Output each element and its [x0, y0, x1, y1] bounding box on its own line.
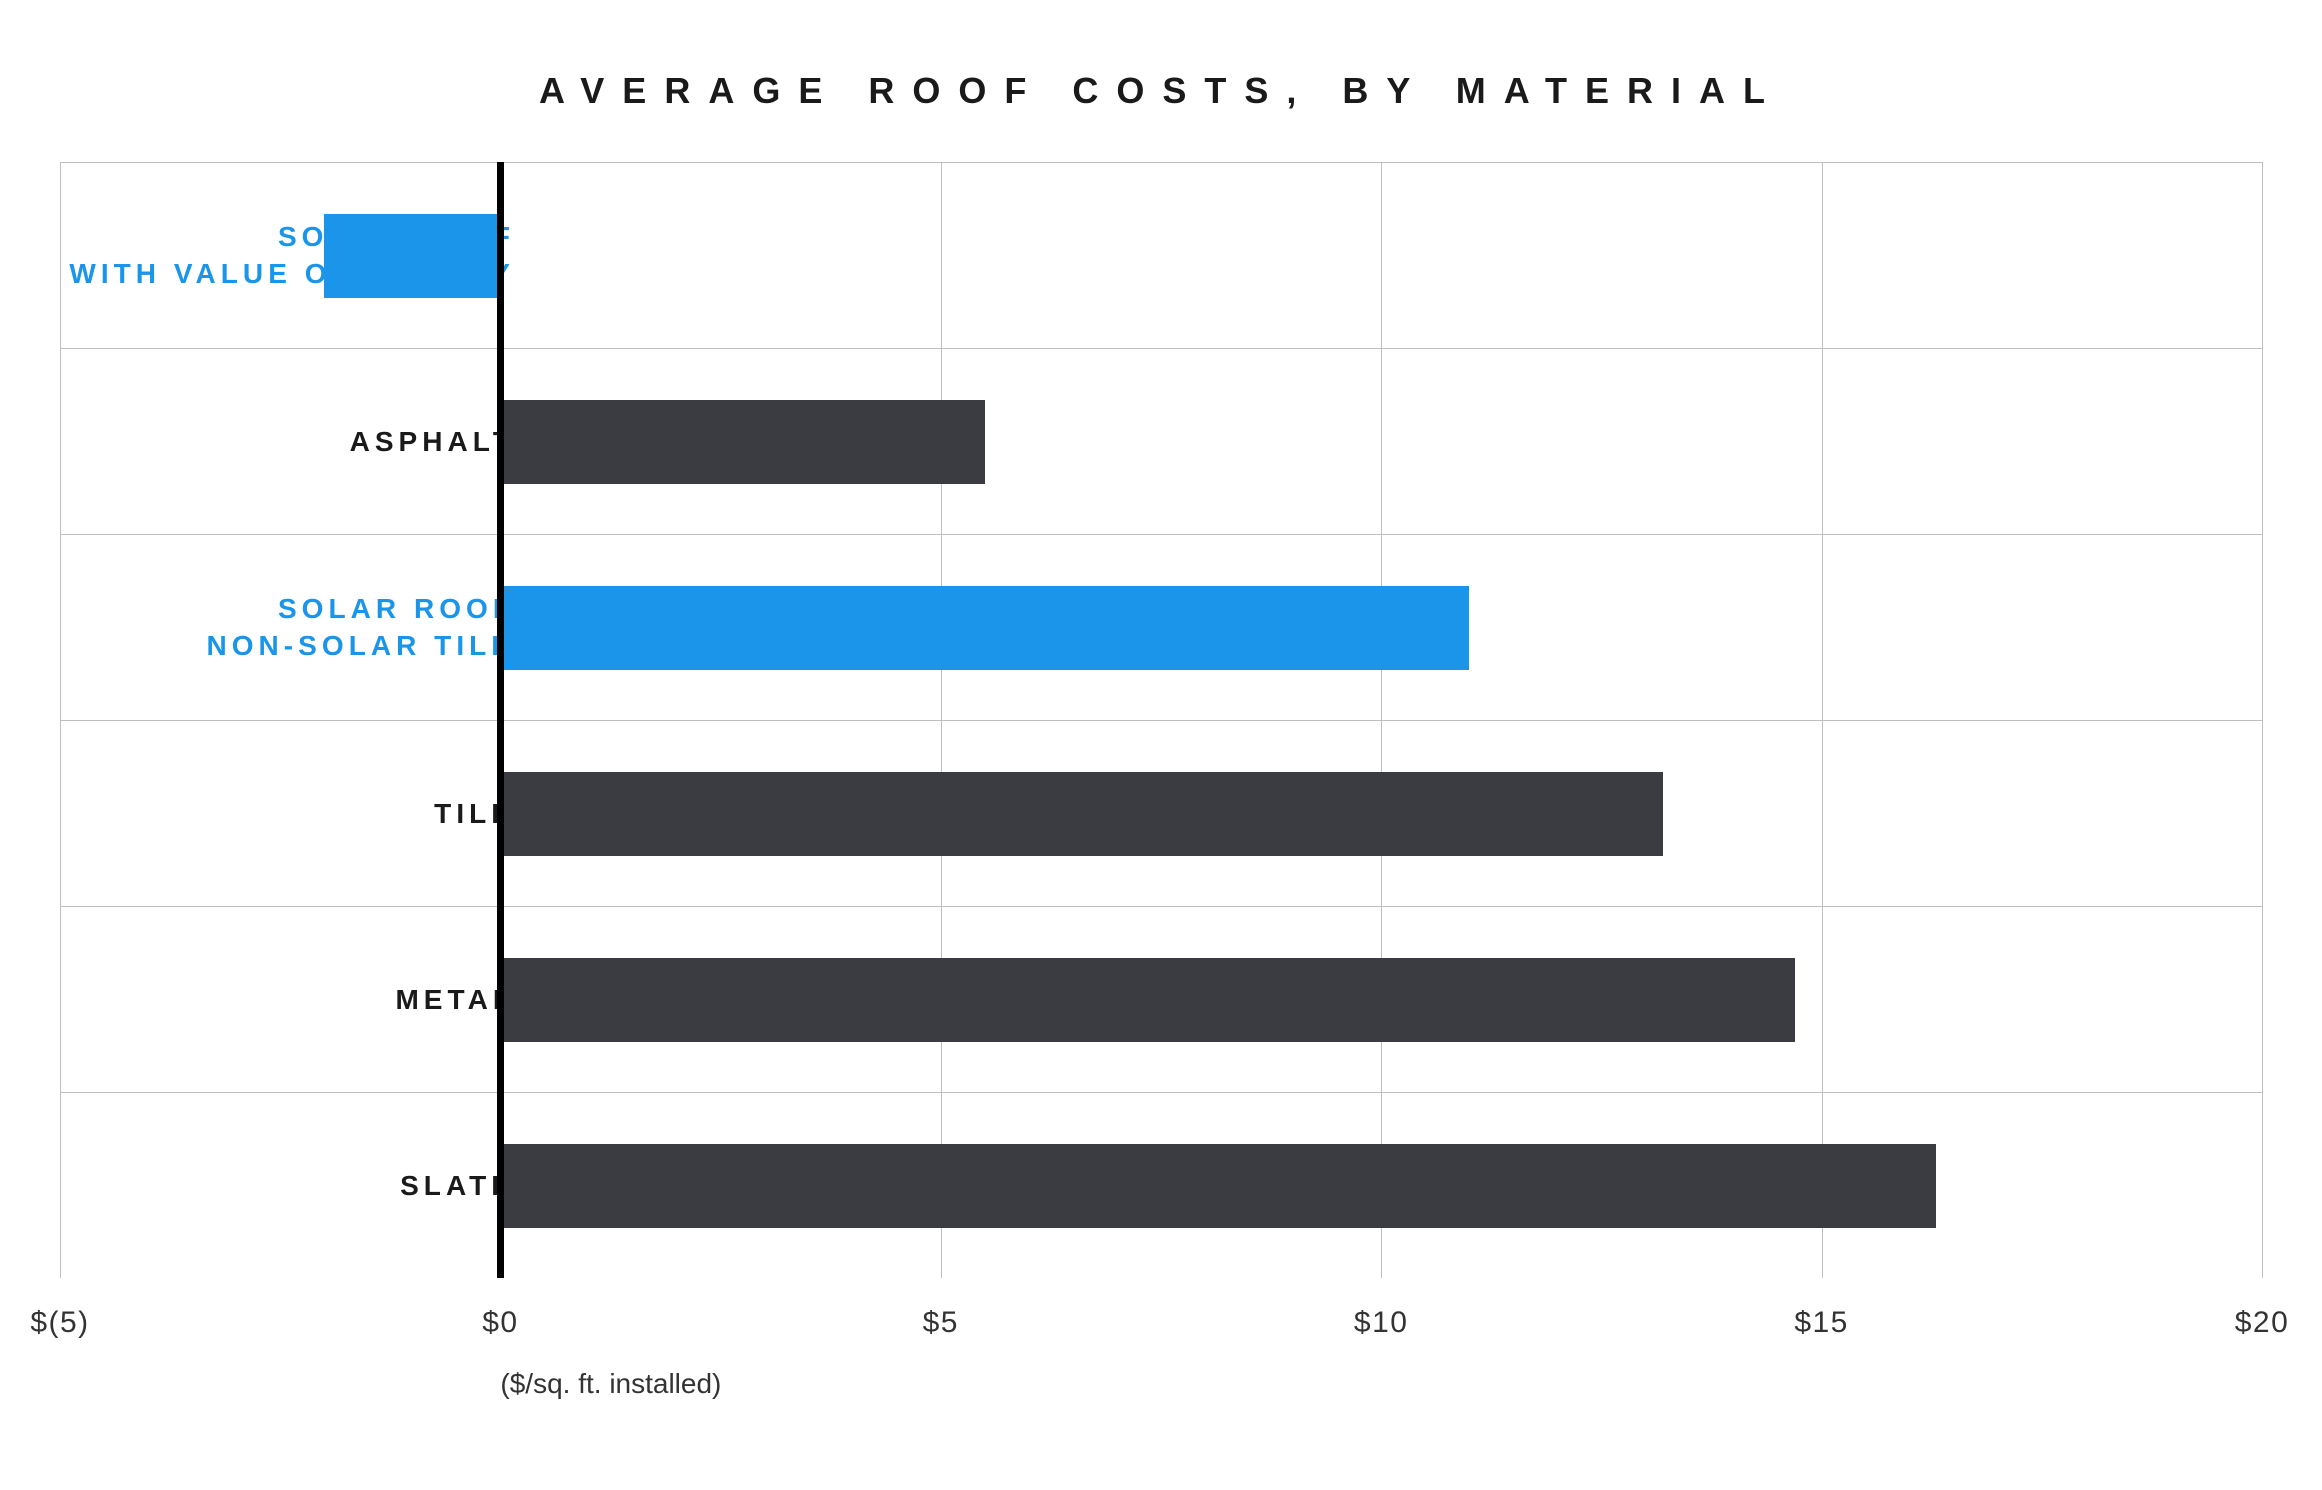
- category-label: TILE: [60, 795, 515, 833]
- chart-row: TILE: [60, 720, 2262, 906]
- x-tick-label: $15: [1794, 1306, 1849, 1340]
- x-tick-label: $(5): [30, 1306, 89, 1340]
- bar: [500, 1144, 1936, 1228]
- bar: [500, 772, 1663, 856]
- x-tick-label: $5: [923, 1306, 959, 1340]
- bar: [500, 400, 984, 484]
- bar: [500, 586, 1469, 670]
- chart-plot-area: SOLAR ROOF WITH VALUE OF ENERGY ASPHALT SO…: [60, 162, 2262, 1278]
- x-axis-label: ($/sq. ft. installed): [500, 1368, 721, 1400]
- roof-cost-chart: AVERAGE ROOF COSTS, BY MATERIAL SOLAR RO…: [0, 0, 2322, 1490]
- x-tick-label: $20: [2235, 1306, 2290, 1340]
- category-label: ASPHALT: [60, 423, 515, 461]
- category-label: METAL: [60, 981, 515, 1019]
- chart-row: ASPHALT: [60, 348, 2262, 534]
- gridline-vertical: [2262, 162, 2263, 1278]
- chart-row: SOLAR ROOF NON-SOLAR TILE: [60, 534, 2262, 720]
- chart-row: SLATE: [60, 1092, 2262, 1278]
- chart-row: METAL: [60, 906, 2262, 1092]
- category-label: SOLAR ROOF NON-SOLAR TILE: [60, 590, 515, 666]
- chart-row: SOLAR ROOF WITH VALUE OF ENERGY: [60, 162, 2262, 348]
- chart-title: AVERAGE ROOF COSTS, BY MATERIAL: [60, 70, 2262, 112]
- bar: [500, 958, 1795, 1042]
- x-tick-label: $10: [1354, 1306, 1409, 1340]
- bar: [324, 214, 500, 298]
- zero-axis-line: [497, 162, 504, 1278]
- category-label: SLATE: [60, 1167, 515, 1205]
- x-tick-label: $0: [482, 1306, 518, 1340]
